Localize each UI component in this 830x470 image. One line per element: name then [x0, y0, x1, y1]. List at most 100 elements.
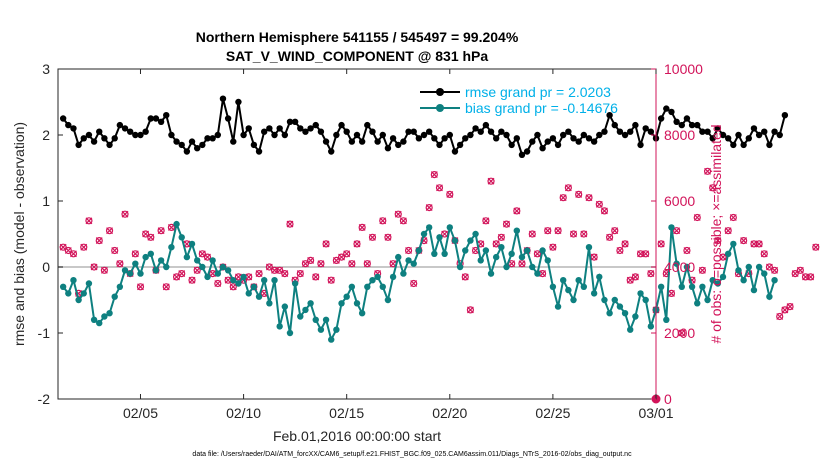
obs-point	[281, 270, 289, 278]
bias-point	[534, 270, 541, 277]
rmse-point	[549, 135, 557, 142]
rmse-point	[75, 141, 82, 149]
bias-point	[312, 316, 319, 323]
obs-point	[807, 273, 815, 281]
obs-point	[466, 306, 475, 314]
rmse-point	[163, 112, 170, 119]
rmse-point	[183, 148, 191, 155]
obs-point	[121, 210, 129, 218]
rmse-point	[235, 98, 242, 106]
rmse-point	[168, 131, 175, 139]
rmse-point	[627, 128, 634, 135]
obs-point	[368, 233, 377, 241]
bias-point	[730, 240, 737, 248]
rmse-point	[333, 131, 340, 139]
bias-point	[668, 224, 675, 231]
obs-point	[786, 303, 794, 311]
rmse-point	[374, 138, 381, 145]
obs-point	[703, 167, 712, 175]
obs-point	[90, 263, 98, 271]
bias-point	[116, 283, 124, 290]
rmse-point	[544, 138, 551, 145]
rmse-point	[678, 121, 685, 129]
obs-point	[379, 217, 387, 225]
rmse-point	[188, 138, 196, 145]
rmse-point	[436, 141, 443, 149]
rmse-point	[70, 125, 77, 132]
bias-point	[518, 253, 526, 261]
rmse-point	[121, 125, 129, 132]
bias-point	[101, 313, 108, 320]
bias-point	[338, 300, 345, 307]
rmse-point	[204, 135, 211, 142]
rmse-point	[585, 135, 593, 142]
rmse-point	[348, 138, 356, 145]
obs-point	[626, 276, 634, 284]
obs-point	[750, 240, 758, 248]
bias-point	[699, 283, 706, 290]
bias-point	[498, 244, 505, 251]
y-right-tick-label: 0	[664, 391, 672, 407]
plot-area	[58, 69, 656, 399]
obs-point	[513, 207, 521, 215]
rmse-point	[90, 138, 98, 145]
rmse-point	[214, 131, 222, 139]
rmse-point	[719, 131, 727, 139]
rmse-point	[85, 131, 93, 139]
bias-point	[137, 270, 144, 277]
obs-point	[270, 266, 279, 274]
bias-point	[632, 313, 639, 320]
rmse-point	[400, 138, 407, 145]
y-left-axis-ticks: -2 -1 0 1 2 3	[38, 61, 63, 407]
rmse-point	[425, 128, 433, 135]
y-left-tick-label: 2	[42, 127, 50, 143]
obs-point	[203, 253, 212, 261]
bias-point	[96, 319, 103, 327]
obs-point	[131, 250, 139, 258]
obs-point	[343, 250, 351, 258]
bias-point	[683, 263, 691, 271]
rmse-point	[441, 135, 448, 142]
rmse-point	[704, 128, 711, 135]
rmse-point	[755, 131, 763, 139]
bias-point	[761, 270, 768, 277]
bias-point	[446, 224, 453, 231]
bias-point	[436, 234, 443, 241]
rmse-point	[776, 131, 783, 139]
rmse-point	[111, 135, 118, 142]
obs-point	[564, 184, 572, 192]
rmse-point	[209, 135, 216, 142]
bias-point	[369, 277, 376, 284]
bias-point	[173, 220, 180, 228]
obs-point	[157, 227, 165, 235]
obs-point	[394, 210, 402, 218]
bias-point	[302, 306, 309, 314]
rmse-point	[781, 112, 789, 119]
rmse-point	[580, 131, 588, 139]
bias-point	[492, 253, 500, 261]
y-right-tick-label: 4000	[664, 259, 695, 275]
obs-point	[229, 283, 237, 291]
footnote: data file: /Users/raeder/DAI/ATM_forcXX/…	[192, 451, 632, 458]
rmse-point	[199, 141, 206, 149]
x-axis-label: Feb.01,2016 00:00:00 start	[273, 428, 441, 444]
rmse-point	[570, 135, 577, 142]
rmse-point	[477, 128, 484, 135]
obs-point	[714, 237, 722, 245]
bias-point	[224, 267, 232, 274]
bias-point	[395, 253, 402, 261]
bias-point	[694, 300, 701, 307]
obs-point	[549, 243, 557, 251]
obs-point	[673, 227, 681, 235]
obs-point	[559, 194, 567, 202]
bias-point	[188, 240, 196, 248]
bias-point	[183, 253, 191, 261]
obs-point	[425, 204, 433, 212]
bias-point	[307, 300, 314, 307]
x-tick-label: 02/25	[535, 405, 570, 421]
bias-point	[317, 326, 325, 333]
obs-point	[709, 184, 717, 192]
rmse-point	[116, 121, 124, 129]
obs-point	[657, 240, 665, 248]
